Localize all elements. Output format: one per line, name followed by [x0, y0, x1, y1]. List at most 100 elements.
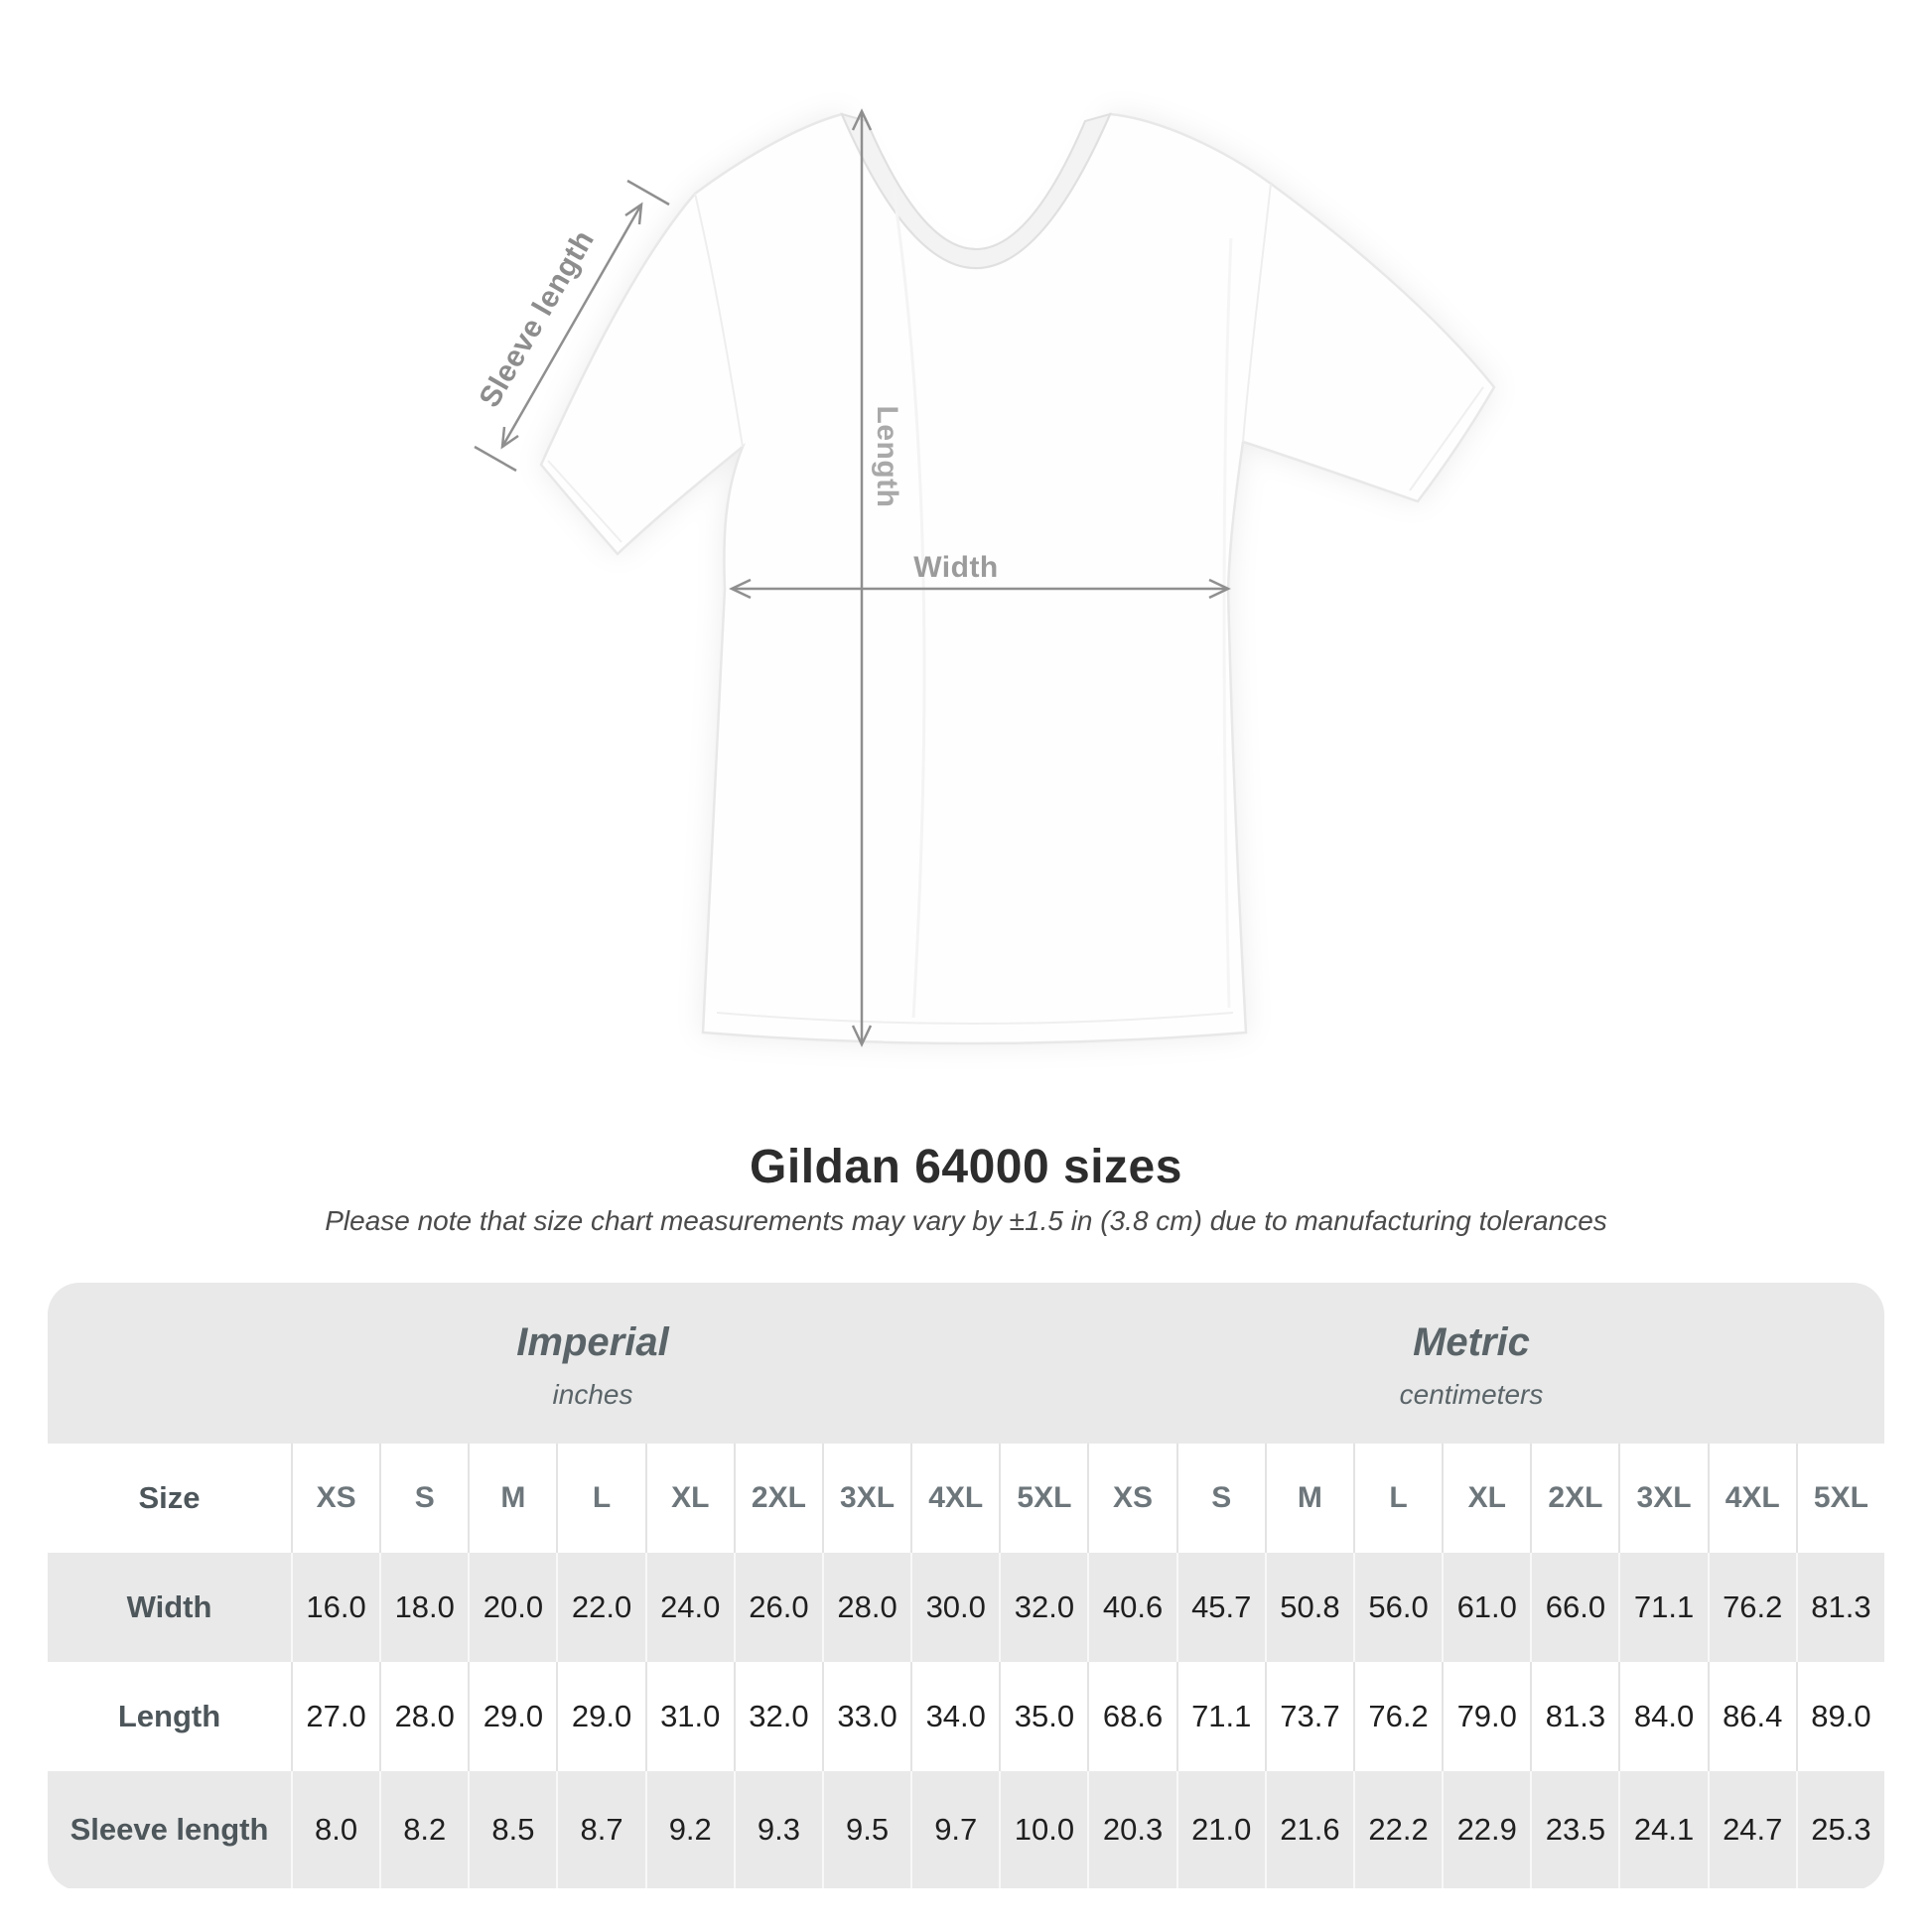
- value-cell-imperial: 9.2: [644, 1771, 734, 1888]
- right-shoulder-seam: [1242, 183, 1272, 443]
- value-cell-metric: 73.7: [1264, 1662, 1353, 1771]
- width-label: Width: [913, 551, 999, 584]
- size-col-header-metric: XS: [1087, 1444, 1175, 1553]
- value-cell-imperial: 22.0: [556, 1553, 644, 1662]
- row-label: Sleeve length: [69, 1812, 269, 1847]
- tshirt-measurement-diagram: Sleeve length Length Width: [474, 108, 1496, 1047]
- imperial-unit-label: inches: [552, 1378, 633, 1410]
- value-cell-imperial: 34.0: [910, 1662, 999, 1771]
- value-cell-imperial: 8.0: [291, 1771, 379, 1888]
- value-cell-metric: 23.5: [1530, 1771, 1618, 1888]
- value-cell-imperial: 8.5: [468, 1771, 556, 1888]
- value-cell-imperial: 9.3: [733, 1771, 822, 1888]
- length-label: Length: [871, 406, 903, 508]
- value-cell-metric: 86.4: [1707, 1662, 1796, 1771]
- size-col-header-imperial: M: [468, 1444, 556, 1553]
- fabric-crease: [1222, 237, 1233, 1009]
- size-col-header-imperial: XS: [291, 1444, 379, 1553]
- value-cell-metric: 25.3: [1795, 1771, 1884, 1888]
- metric-unit-label: centimeters: [1399, 1378, 1544, 1410]
- value-cell-metric: 71.1: [1175, 1662, 1265, 1771]
- size-col-header-metric: S: [1175, 1444, 1265, 1553]
- size-header-row: Size XS S M L XL 2XL 3XL 4XL 5XL XS S M L XL 2XL 3XL 4XL 5…: [48, 1444, 1884, 1553]
- value-cell-imperial: 27.0: [291, 1662, 379, 1771]
- unit-group-imperial: Imperial inches: [48, 1283, 1082, 1444]
- sleeve-length-arrow: [474, 179, 670, 473]
- value-cell-metric: 40.6: [1087, 1553, 1175, 1662]
- value-cell-imperial: 24.0: [644, 1553, 734, 1662]
- dimension-arrows: [474, 108, 1231, 1047]
- metric-label: Metric: [1413, 1319, 1530, 1364]
- fabric-crease: [892, 188, 926, 1019]
- value-cell-metric: 50.8: [1264, 1553, 1353, 1662]
- value-cell-metric: 61.0: [1442, 1553, 1530, 1662]
- value-cell-imperial: 9.5: [821, 1771, 910, 1888]
- size-col-header-metric: 3XL: [1618, 1444, 1707, 1553]
- value-cell-imperial: 29.0: [556, 1662, 644, 1771]
- value-cell-metric: 66.0: [1530, 1553, 1618, 1662]
- size-col-header-imperial: XL: [644, 1444, 734, 1553]
- value-cell-imperial: 32.0: [733, 1662, 822, 1771]
- value-cell-imperial: 30.0: [910, 1553, 999, 1662]
- value-cell-imperial: 32.0: [999, 1553, 1087, 1662]
- size-col-header-metric: 5XL: [1795, 1444, 1884, 1553]
- value-cell-imperial: 33.0: [821, 1662, 910, 1771]
- value-cell-metric: 79.0: [1442, 1662, 1530, 1771]
- size-chart-table: Imperial inches Metric centimeters Size X…: [48, 1283, 1884, 1890]
- value-cell-imperial: 18.0: [379, 1553, 468, 1662]
- size-col-header-imperial: L: [556, 1444, 644, 1553]
- size-col-header-imperial: 4XL: [910, 1444, 999, 1553]
- tshirt-body: [539, 112, 1496, 1045]
- value-cell-metric: 56.0: [1352, 1553, 1442, 1662]
- collar-inner-stitch: [866, 120, 1086, 250]
- size-col-header-imperial: S: [379, 1444, 468, 1553]
- sleeve-length-row: Sleeve length 8.0 8.2 8.5 8.7 9.2 9.3 9.5 9.7 10.…: [48, 1771, 1884, 1888]
- tolerance-note: Please note that size chart measurements…: [325, 1205, 1607, 1236]
- value-cell-metric: 68.6: [1087, 1662, 1175, 1771]
- value-cell-metric: 21.6: [1264, 1771, 1353, 1888]
- value-cell-metric: 22.9: [1442, 1771, 1530, 1888]
- value-cell-imperial: 10.0: [999, 1771, 1087, 1888]
- right-cuff-stitch: [1409, 386, 1484, 491]
- value-cell-imperial: 29.0: [468, 1662, 556, 1771]
- value-cell-imperial: 16.0: [291, 1553, 379, 1662]
- left-cuff-stitch: [547, 460, 622, 543]
- hem-stitch: [716, 1012, 1234, 1025]
- size-col-header-imperial: 2XL: [733, 1444, 822, 1553]
- value-cell-metric: 76.2: [1707, 1553, 1796, 1662]
- imperial-label: Imperial: [516, 1319, 669, 1364]
- value-cell-imperial: 35.0: [999, 1662, 1087, 1771]
- value-cell-metric: 21.0: [1175, 1771, 1265, 1888]
- size-col-header-imperial: 5XL: [999, 1444, 1087, 1553]
- row-label: Length: [117, 1699, 221, 1733]
- length-row: Length 27.0 28.0 29.0 29.0 31.0 32.0 33.0 34.0 35…: [48, 1662, 1884, 1771]
- size-col-header-imperial: 3XL: [821, 1444, 910, 1553]
- value-cell-metric: 22.2: [1352, 1771, 1442, 1888]
- value-cell-imperial: 31.0: [644, 1662, 734, 1771]
- value-cell-metric: 45.7: [1175, 1553, 1265, 1662]
- value-cell-imperial: 8.2: [379, 1771, 468, 1888]
- value-cell-metric: 84.0: [1618, 1662, 1707, 1771]
- row-label: Width: [126, 1589, 212, 1624]
- value-cell-metric: 81.3: [1530, 1662, 1618, 1771]
- value-cell-imperial: 20.0: [468, 1553, 556, 1662]
- value-cell-metric: 24.1: [1618, 1771, 1707, 1888]
- value-cell-metric: 71.1: [1618, 1553, 1707, 1662]
- value-cell-imperial: 28.0: [821, 1553, 910, 1662]
- size-col-header-metric: 2XL: [1530, 1444, 1618, 1553]
- value-cell-metric: 76.2: [1352, 1662, 1442, 1771]
- value-cell-imperial: 28.0: [379, 1662, 468, 1771]
- value-cell-metric: 20.3: [1087, 1771, 1175, 1888]
- value-cell-imperial: 9.7: [910, 1771, 999, 1888]
- width-row: Width 16.0 18.0 20.0 22.0 24.0 26.0 28.0 30.0 32.…: [48, 1553, 1884, 1662]
- value-cell-metric: 89.0: [1795, 1662, 1884, 1771]
- size-col-header-metric: XL: [1442, 1444, 1530, 1553]
- left-shoulder-seam: [694, 193, 744, 448]
- width-arrow: [729, 578, 1231, 600]
- length-arrow: [851, 108, 873, 1047]
- unit-header-band: Imperial inches Metric centimeters: [48, 1283, 1884, 1444]
- unit-group-metric: Metric centimeters: [1082, 1283, 1884, 1444]
- size-corner-label: Size: [138, 1480, 201, 1515]
- value-cell-imperial: 26.0: [733, 1553, 822, 1662]
